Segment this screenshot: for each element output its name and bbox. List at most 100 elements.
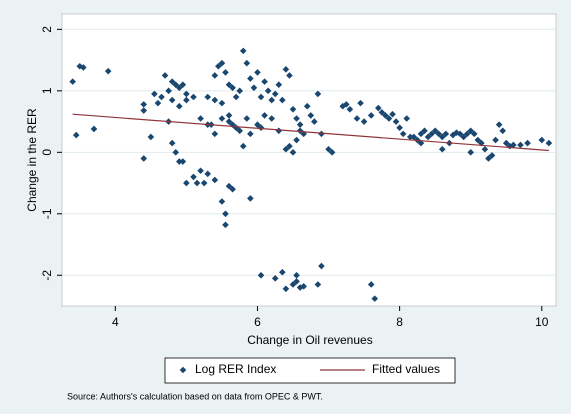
x-tick-label: 10 bbox=[535, 315, 549, 329]
y-tick-label: 0 bbox=[40, 149, 54, 156]
point bbox=[261, 78, 268, 85]
point bbox=[275, 127, 283, 135]
point bbox=[282, 145, 290, 153]
point bbox=[168, 139, 176, 147]
point bbox=[250, 84, 258, 92]
point bbox=[396, 124, 403, 132]
point bbox=[190, 93, 197, 101]
point bbox=[424, 133, 432, 141]
point bbox=[488, 152, 496, 159]
point bbox=[229, 84, 236, 92]
point bbox=[151, 90, 158, 98]
y-tick-label: -2 bbox=[40, 270, 54, 281]
point bbox=[499, 127, 506, 135]
point bbox=[261, 112, 268, 119]
point bbox=[72, 131, 80, 139]
point bbox=[225, 112, 233, 119]
y-tick-label: -1 bbox=[40, 208, 54, 219]
point bbox=[510, 141, 517, 149]
point bbox=[360, 118, 368, 125]
point bbox=[293, 278, 300, 285]
point bbox=[279, 268, 286, 276]
point bbox=[289, 281, 297, 288]
point bbox=[275, 81, 283, 88]
point bbox=[190, 173, 197, 181]
legend-label: Fitted values bbox=[372, 362, 440, 376]
point bbox=[371, 295, 379, 302]
point bbox=[222, 210, 229, 218]
point bbox=[353, 115, 361, 122]
point bbox=[179, 158, 187, 165]
point bbox=[197, 167, 204, 175]
point bbox=[183, 90, 190, 98]
y-tick-label: 2 bbox=[40, 26, 54, 33]
point bbox=[435, 130, 443, 138]
point bbox=[247, 75, 254, 82]
point bbox=[225, 182, 233, 190]
point bbox=[467, 149, 475, 156]
point bbox=[229, 185, 236, 193]
point bbox=[183, 96, 190, 104]
point bbox=[165, 87, 172, 95]
point bbox=[389, 110, 396, 118]
point bbox=[417, 130, 425, 138]
point bbox=[239, 142, 247, 150]
y-axis-title: Change in the RER bbox=[25, 108, 39, 212]
point bbox=[211, 176, 219, 184]
point bbox=[257, 93, 265, 101]
point bbox=[204, 170, 212, 178]
point bbox=[417, 139, 425, 147]
point bbox=[382, 112, 389, 119]
point bbox=[343, 101, 350, 108]
point bbox=[247, 130, 254, 138]
point bbox=[438, 133, 446, 141]
point bbox=[453, 129, 460, 136]
point bbox=[492, 136, 499, 144]
x-tick-label: 6 bbox=[254, 315, 261, 329]
point bbox=[286, 142, 293, 150]
point bbox=[243, 115, 251, 122]
point bbox=[410, 133, 418, 141]
point bbox=[69, 78, 76, 85]
point bbox=[460, 133, 467, 141]
point bbox=[478, 139, 485, 147]
point bbox=[183, 179, 190, 187]
point bbox=[211, 130, 219, 138]
y-tick-label: 1 bbox=[40, 87, 54, 94]
point bbox=[268, 115, 275, 122]
point bbox=[90, 125, 98, 133]
point bbox=[328, 149, 336, 156]
point bbox=[449, 131, 457, 139]
point bbox=[286, 72, 293, 79]
point bbox=[204, 93, 212, 101]
point bbox=[254, 69, 261, 76]
fitted-line bbox=[72, 113, 549, 152]
point bbox=[140, 107, 148, 114]
point bbox=[300, 283, 307, 290]
point bbox=[296, 121, 304, 128]
legend-marker bbox=[179, 366, 187, 374]
point bbox=[218, 59, 226, 67]
point bbox=[289, 105, 297, 113]
point bbox=[296, 127, 304, 135]
point bbox=[495, 121, 503, 128]
point bbox=[282, 66, 290, 73]
point bbox=[168, 78, 176, 85]
point bbox=[200, 179, 208, 187]
point bbox=[357, 99, 364, 107]
point bbox=[140, 155, 148, 162]
point bbox=[318, 262, 325, 270]
point bbox=[218, 115, 226, 122]
x-axis-title: Change in Oil revenues bbox=[247, 333, 372, 347]
point bbox=[161, 72, 169, 79]
point bbox=[158, 93, 165, 101]
point bbox=[254, 121, 261, 128]
point bbox=[225, 81, 233, 88]
point bbox=[367, 112, 375, 119]
point bbox=[232, 93, 240, 101]
point bbox=[193, 179, 201, 187]
point bbox=[428, 130, 435, 138]
point bbox=[247, 195, 254, 202]
point bbox=[257, 271, 265, 279]
source-note: Source: Authors's calculation based on d… bbox=[67, 391, 323, 401]
